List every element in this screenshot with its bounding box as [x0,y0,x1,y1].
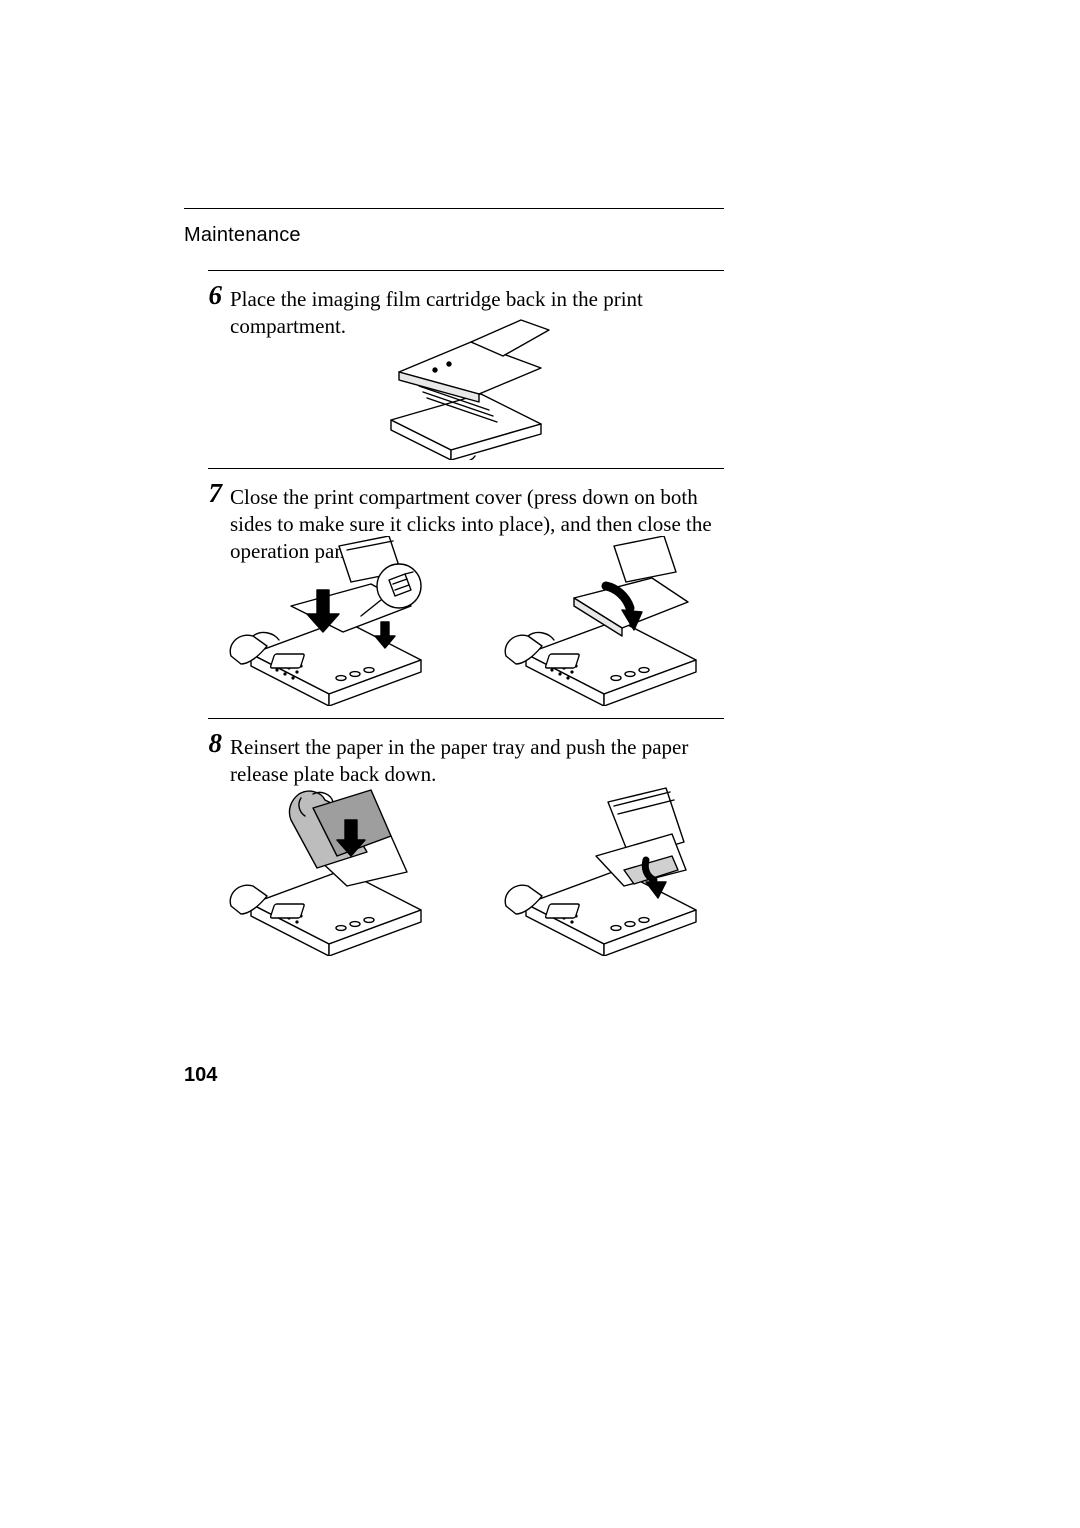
step-7-illustrations [208,536,724,706]
step-8-rule [208,718,724,719]
step-8-text: Reinsert the paper in the paper tray and… [230,734,720,788]
step-7-number: 7 [198,478,222,509]
fax-open-compartment-illustration [371,312,561,460]
step-8-number: 8 [198,728,222,759]
fax-close-panel-illustration [496,536,711,706]
step-7-rule [208,468,724,469]
fax-insert-paper-illustration [221,786,436,956]
fax-close-cover-press-illustration [221,536,436,706]
step-6-illustrations [208,312,724,460]
section-title: Maintenance [184,224,301,247]
page-number: 104 [184,1064,217,1087]
header-rule [184,208,724,209]
step-6-number: 6 [198,280,222,311]
fax-push-release-plate-illustration [496,786,711,956]
step-6-rule [208,270,724,271]
manual-page: Maintenance 6 Place the imaging film car… [0,0,1080,1528]
step-8-illustrations [208,786,724,956]
